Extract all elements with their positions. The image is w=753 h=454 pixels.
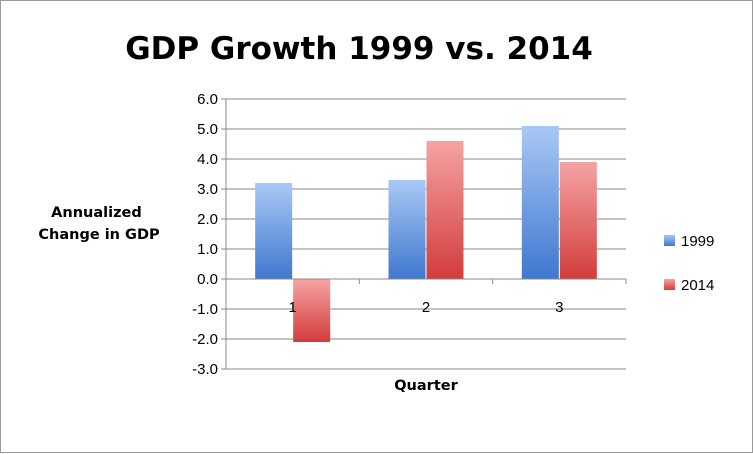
y-tick-label: 0.0 [197, 271, 218, 288]
bar-1999-q3 [521, 126, 559, 279]
bar-1999-q1 [255, 183, 293, 279]
x-tick-label: 3 [555, 299, 563, 316]
x-tick-label: 2 [422, 299, 430, 316]
legend-swatch-2014 [664, 279, 675, 290]
x-axis-ticks: 1 2 3 [225, 279, 627, 316]
bar-2014-q2 [426, 141, 464, 279]
x-tick-label: 1 [288, 299, 296, 316]
y-tick-label: 4.0 [197, 151, 218, 168]
legend-label-2014: 2014 [681, 277, 714, 294]
bar-2014-q1 [293, 279, 331, 342]
y-tick-label: -2.0 [192, 331, 218, 348]
y-tick-label: 6.0 [197, 91, 218, 108]
y-tick-label: -1.0 [192, 301, 218, 318]
legend: 1999 2014 [664, 233, 714, 294]
bar-1999-q2 [388, 180, 426, 279]
bar-2014-q3 [559, 162, 597, 279]
y-axis-label-line-1: Annualized [51, 205, 142, 221]
bars [255, 126, 597, 342]
y-axis-ticks: -3.0 -2.0 -1.0 0.0 1.0 2.0 3.0 4.0 5.0 6.0 [192, 91, 226, 378]
y-tick-label: 3.0 [197, 181, 218, 198]
legend-label-1999: 1999 [681, 233, 714, 250]
y-axis-label: Annualized Change in GDP [38, 205, 160, 243]
y-tick-label: 5.0 [197, 121, 218, 138]
y-tick-label: 1.0 [197, 241, 218, 258]
y-axis-label-line-2: Change in GDP [38, 227, 160, 243]
legend-swatch-1999 [664, 235, 675, 246]
x-axis-label: Quarter [394, 378, 458, 394]
y-tick-label: -3.0 [192, 361, 218, 378]
y-tick-label: 2.0 [197, 211, 218, 228]
axes [225, 99, 626, 369]
chart-title: GDP Growth 1999 vs. 2014 [125, 31, 593, 67]
